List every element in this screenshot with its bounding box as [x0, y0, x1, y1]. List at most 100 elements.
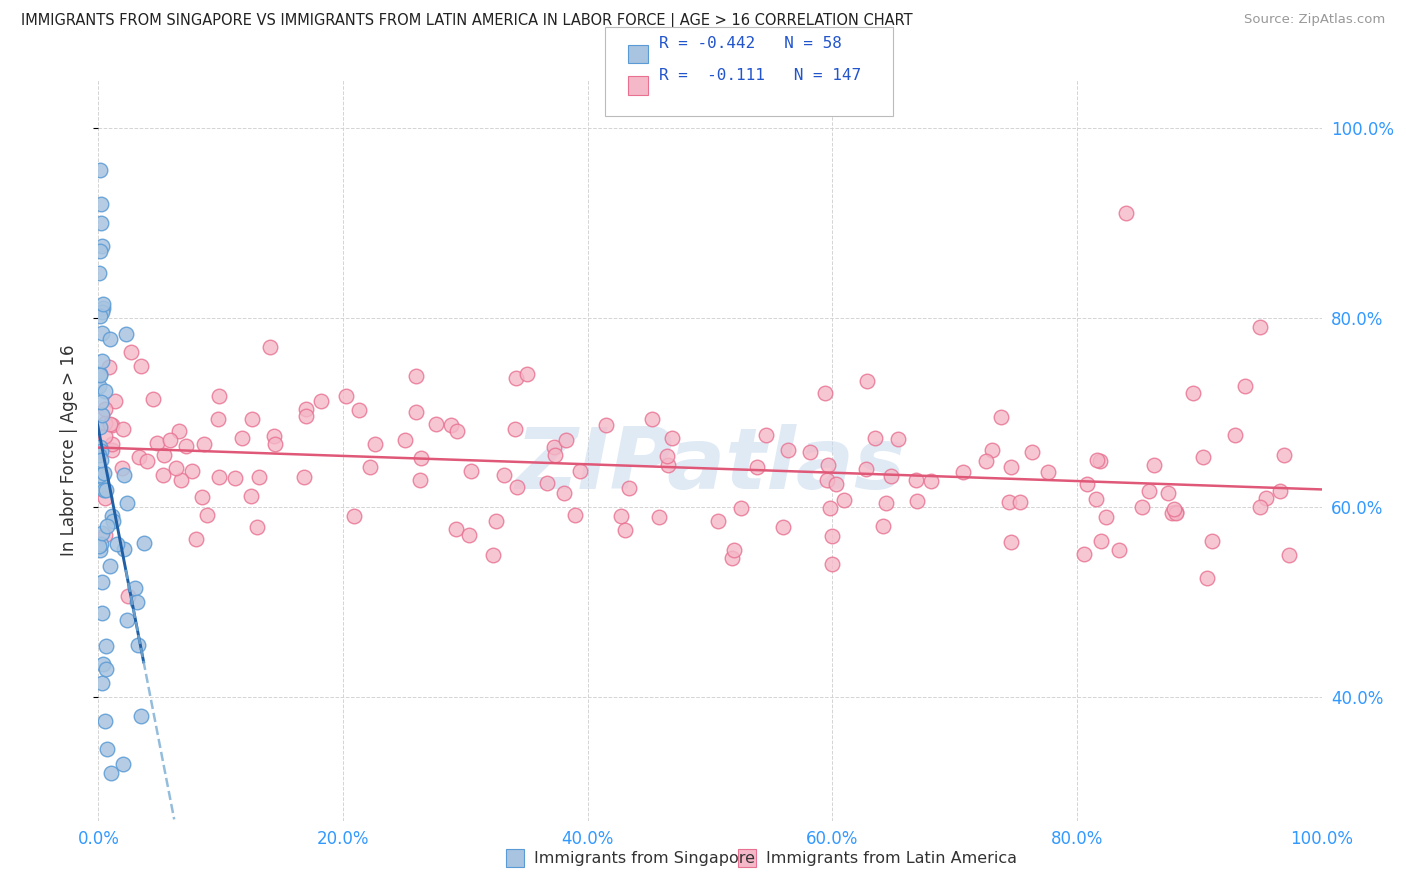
Point — [343, 508, 366, 523]
Point — [1197, 571, 1219, 585]
Point — [1000, 460, 1022, 475]
Point — [553, 485, 575, 500]
Point — [93, 714, 115, 728]
Point — [101, 442, 124, 457]
Point — [94, 662, 117, 676]
Point — [1036, 465, 1059, 479]
Point — [485, 514, 508, 528]
Point — [1249, 320, 1271, 334]
Point — [832, 492, 855, 507]
Point — [1143, 458, 1166, 473]
Point — [112, 467, 135, 482]
Point — [444, 522, 467, 536]
Point — [90, 452, 112, 467]
Point — [93, 416, 115, 430]
Point — [543, 441, 565, 455]
Point — [87, 266, 110, 280]
Point — [91, 409, 114, 423]
Point — [745, 460, 768, 475]
Point — [1182, 386, 1205, 401]
Point — [817, 458, 839, 472]
Point — [93, 491, 115, 505]
Point — [96, 518, 118, 533]
Point — [239, 489, 262, 503]
Text: R = -0.442   N = 58: R = -0.442 N = 58 — [659, 37, 842, 51]
Point — [87, 448, 110, 462]
Point — [492, 467, 515, 482]
Point — [481, 548, 503, 562]
Point — [595, 417, 617, 432]
Point — [87, 539, 110, 553]
Text: ZIPatlas: ZIPatlas — [515, 424, 905, 507]
Point — [231, 430, 253, 444]
Point — [1130, 500, 1153, 514]
Point — [1073, 547, 1095, 561]
Point — [87, 379, 110, 393]
Point — [100, 508, 122, 523]
Point — [1234, 379, 1257, 393]
Point — [91, 470, 114, 484]
Point — [89, 440, 111, 454]
Point — [505, 422, 527, 436]
Point — [516, 367, 538, 381]
Point — [91, 304, 114, 318]
Point — [94, 483, 117, 498]
Point — [167, 424, 190, 438]
Point — [114, 326, 136, 341]
Point — [101, 514, 124, 528]
Point — [311, 393, 333, 408]
Point — [1021, 445, 1043, 459]
Point — [1249, 500, 1271, 514]
Point — [772, 520, 794, 534]
Point — [1164, 505, 1187, 519]
Point — [863, 431, 886, 445]
Point — [411, 450, 433, 465]
Point — [98, 360, 121, 375]
Point — [460, 464, 482, 478]
Point — [89, 368, 111, 382]
Point — [1115, 206, 1137, 220]
Point — [1161, 506, 1184, 520]
Point — [224, 471, 246, 485]
Point — [93, 483, 115, 498]
Point — [976, 454, 998, 468]
Point — [879, 469, 901, 483]
Point — [755, 428, 778, 442]
Point — [1277, 548, 1299, 562]
Point — [91, 657, 114, 671]
Point — [142, 392, 165, 406]
Point — [90, 525, 112, 540]
Point — [90, 444, 112, 458]
Point — [89, 419, 111, 434]
Point — [111, 756, 134, 771]
Point — [100, 766, 122, 780]
Point — [190, 490, 212, 504]
Point — [208, 470, 231, 484]
Point — [568, 464, 591, 478]
Point — [1201, 534, 1223, 549]
Point — [170, 473, 193, 487]
Point — [825, 476, 848, 491]
Point — [90, 196, 112, 211]
Point — [506, 480, 529, 494]
Point — [814, 385, 837, 400]
Point — [128, 450, 150, 464]
Point — [195, 508, 218, 523]
Point — [661, 431, 683, 445]
Point — [555, 433, 578, 447]
Point — [657, 458, 679, 472]
Point — [405, 368, 427, 383]
Point — [117, 613, 139, 627]
Point — [1191, 450, 1213, 464]
Point — [93, 528, 115, 542]
Point — [246, 520, 269, 534]
Point — [440, 418, 463, 433]
Point — [117, 495, 139, 509]
Point — [127, 638, 149, 652]
Point — [821, 558, 844, 572]
Point — [1163, 502, 1185, 516]
Point — [98, 417, 121, 431]
Point — [1000, 535, 1022, 549]
Point — [723, 543, 745, 558]
Point — [1137, 483, 1160, 498]
